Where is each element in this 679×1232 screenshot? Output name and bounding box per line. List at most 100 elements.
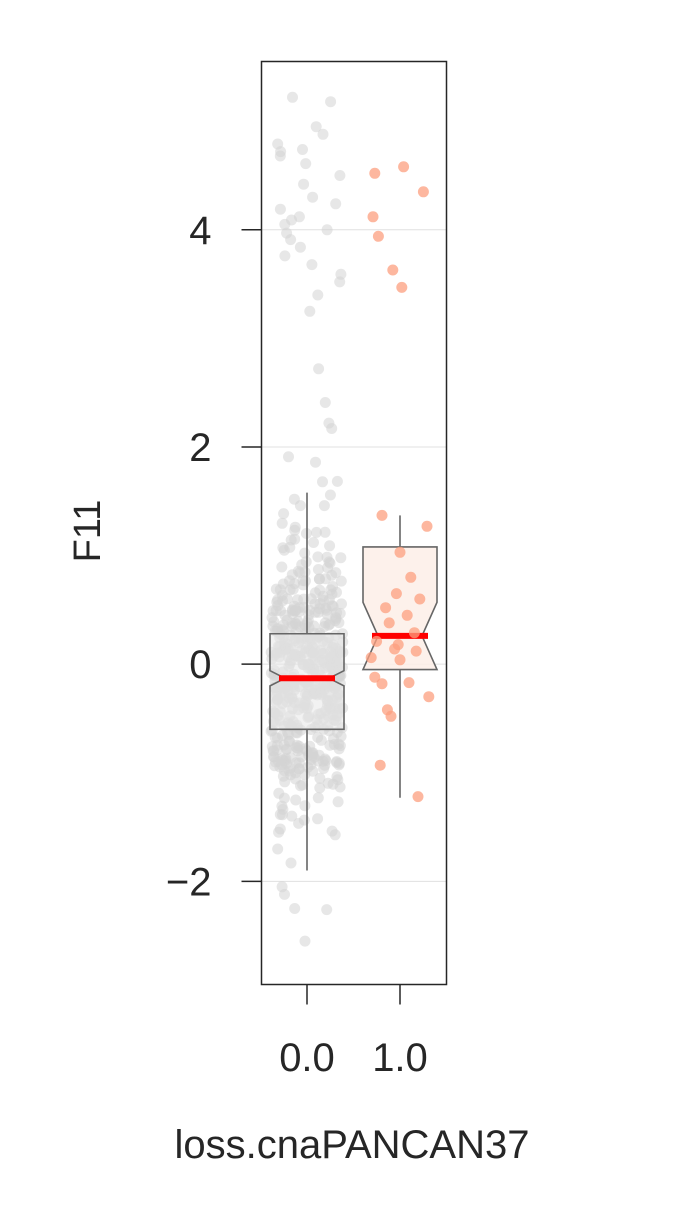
point-0-477 xyxy=(299,769,311,780)
y-tick-label-2: 2 xyxy=(189,426,211,470)
point-0-481 xyxy=(325,96,337,108)
point-0-499 xyxy=(285,234,297,246)
point-0-416 xyxy=(334,781,346,793)
point-0-175 xyxy=(285,857,297,869)
point-0-450 xyxy=(334,607,346,619)
point-1-29 xyxy=(374,759,386,771)
point-0-98 xyxy=(336,598,347,610)
point-0-471 xyxy=(315,734,327,746)
point-1-19 xyxy=(389,643,401,655)
point-0-373 xyxy=(290,794,302,806)
point-0-111 xyxy=(332,796,344,808)
point-1-7 xyxy=(376,509,388,521)
point-1-10 xyxy=(405,571,417,583)
point-0-358 xyxy=(291,739,303,751)
point-0-354 xyxy=(333,743,345,755)
point-0-474 xyxy=(273,787,285,799)
point-1-24 xyxy=(403,677,415,689)
point-0-506 xyxy=(304,305,316,317)
point-0-502 xyxy=(306,259,318,271)
point-0-501 xyxy=(279,250,291,262)
point-0-57 xyxy=(276,517,288,529)
point-0-281 xyxy=(289,521,301,533)
point-1-8 xyxy=(421,520,433,532)
point-0-123 xyxy=(314,782,326,794)
y-axis-label: F11 xyxy=(67,500,109,563)
point-0-407 xyxy=(294,500,306,512)
point-0-361 xyxy=(307,749,319,761)
point-0-465 xyxy=(290,604,302,616)
point-0-466 xyxy=(313,573,325,585)
point-0-408 xyxy=(270,605,282,617)
point-0-212 xyxy=(314,772,326,784)
box-0 xyxy=(269,632,345,731)
point-0-505 xyxy=(312,289,324,301)
point-0-208 xyxy=(286,810,298,822)
point-0-500 xyxy=(294,241,306,253)
y-tick-label-1: 0 xyxy=(189,643,211,687)
x-axis-ticks: 0.0 1.0 xyxy=(279,984,428,1080)
point-0-472 xyxy=(285,769,297,781)
point-0-485 xyxy=(297,144,308,155)
point-0-490 xyxy=(298,178,310,190)
point-1-2 xyxy=(417,186,429,198)
point-1-17 xyxy=(371,635,383,647)
point-0-488 xyxy=(300,158,312,170)
point-0-462 xyxy=(299,575,311,587)
point-0-426 xyxy=(303,622,315,634)
point-1-11 xyxy=(390,588,402,600)
point-0-456 xyxy=(319,617,331,629)
point-0-241 xyxy=(317,476,328,488)
point-0-496 xyxy=(279,218,291,230)
point-0-512 xyxy=(310,456,321,468)
point-0-510 xyxy=(326,423,338,434)
point-0-383 xyxy=(324,540,336,552)
point-0-508 xyxy=(319,397,331,408)
point-0-517 xyxy=(299,935,311,947)
point-1-30 xyxy=(412,791,424,803)
point-1-4 xyxy=(372,230,384,242)
point-0-392 xyxy=(321,608,333,620)
point-0-464 xyxy=(319,759,331,771)
point-0-511 xyxy=(283,451,294,463)
point-0-491 xyxy=(307,191,319,203)
point-1-9 xyxy=(394,546,406,558)
point-0-150 xyxy=(331,475,343,487)
point-0-451 xyxy=(287,583,299,595)
point-0-333 xyxy=(312,792,324,804)
point-1-12 xyxy=(414,593,426,605)
point-0-214 xyxy=(335,575,347,587)
point-0-489 xyxy=(334,170,346,181)
point-0-455 xyxy=(275,753,287,765)
point-1-22 xyxy=(394,654,406,666)
point-0-482 xyxy=(310,121,322,133)
point-0-438 xyxy=(271,596,283,608)
point-1-25 xyxy=(376,678,388,690)
plot-frame xyxy=(260,60,448,986)
point-0-442 xyxy=(325,584,337,596)
point-0-353 xyxy=(324,489,336,501)
point-0-61 xyxy=(298,814,310,826)
point-0-476 xyxy=(271,744,283,756)
point-1-6 xyxy=(396,281,408,293)
point-1-0 xyxy=(369,167,381,179)
point-0-226 xyxy=(272,732,283,744)
point-0-431 xyxy=(308,537,319,548)
point-0-37 xyxy=(312,551,324,563)
y-tick-label-0: −2 xyxy=(166,860,212,904)
point-1-5 xyxy=(387,264,399,276)
point-1-14 xyxy=(401,609,413,621)
point-1-20 xyxy=(410,645,422,657)
point-0-254 xyxy=(335,552,347,564)
point-1-13 xyxy=(380,602,392,614)
point-1-21 xyxy=(365,652,377,664)
point-0-516 xyxy=(321,904,333,916)
point-0-515 xyxy=(289,903,301,914)
point-0-514 xyxy=(279,888,290,900)
point-0-53 xyxy=(318,500,330,512)
point-0-497 xyxy=(321,224,333,236)
point-0-493 xyxy=(274,203,286,215)
point-0-245 xyxy=(329,829,341,841)
point-1-26 xyxy=(423,691,435,703)
